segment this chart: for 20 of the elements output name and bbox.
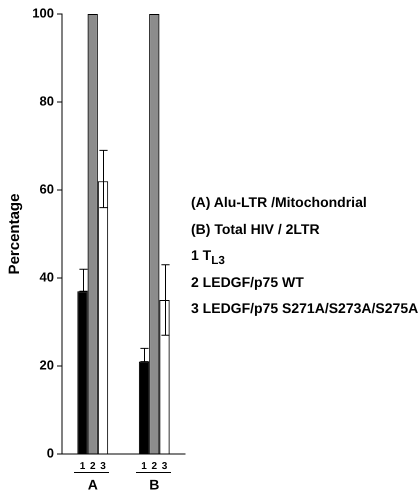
text: (A) Alu-LTR /Mitochondrial bbox=[191, 193, 368, 212]
y-axis-title: Percentage bbox=[6, 194, 24, 274]
text: (B) Total HIV / 2LTR bbox=[191, 220, 321, 239]
series-label: 3 bbox=[100, 460, 106, 472]
y-tick-label: 60 bbox=[40, 182, 54, 197]
x-tick-label: A bbox=[88, 476, 98, 492]
text: 1 bbox=[141, 460, 147, 472]
series-label: 1 bbox=[80, 460, 86, 472]
text: 1 T$_{L3}$ bbox=[191, 246, 226, 268]
y-tick-label: 0 bbox=[46, 446, 54, 461]
y-tick-label: 100 bbox=[32, 6, 54, 21]
text: 3 LEDGF/p75 S271A/S273A/S275A bbox=[191, 299, 418, 318]
y-tick-label: 80 bbox=[40, 94, 54, 109]
series-label: 2 bbox=[90, 460, 96, 472]
text: 3 bbox=[162, 460, 168, 472]
x-tick-label: B bbox=[149, 476, 160, 492]
text: 2 bbox=[151, 460, 158, 472]
text: 2 LEDGF/p75 WT bbox=[191, 272, 305, 292]
y-tick-label: 20 bbox=[40, 358, 54, 373]
y-tick-label: 40 bbox=[40, 270, 54, 285]
